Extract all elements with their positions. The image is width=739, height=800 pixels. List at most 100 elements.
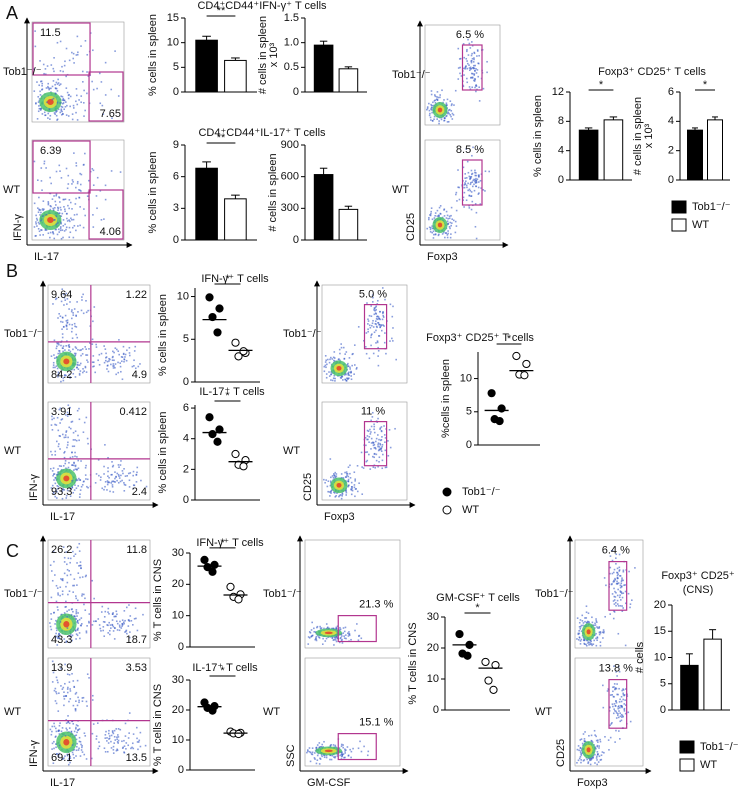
cell-dot <box>474 171 476 174</box>
cell-dot <box>71 420 74 423</box>
cell-dot <box>353 471 356 474</box>
cell-dot <box>468 204 470 207</box>
y-tick-label: 10 <box>460 372 472 384</box>
cell-dot <box>347 480 349 483</box>
cell-dot <box>463 74 465 76</box>
cell-dot <box>365 460 368 463</box>
cell-dot <box>80 95 83 97</box>
cell-dot <box>60 222 62 225</box>
cell-dot <box>123 358 126 360</box>
cell-dot <box>68 93 70 96</box>
cell-dot <box>621 705 623 708</box>
cell-dot <box>49 114 52 117</box>
cell-dot <box>382 453 384 456</box>
y-tick-label: 10 <box>172 734 184 746</box>
cell-dot <box>128 619 130 622</box>
cell-dot <box>47 112 50 115</box>
cell-dot <box>65 345 67 347</box>
cell-dot <box>443 209 445 211</box>
cell-dot <box>128 479 131 482</box>
cell-dot <box>579 619 582 621</box>
cell-dot <box>95 343 97 346</box>
cell-dot <box>339 754 341 757</box>
cell-dot <box>68 373 71 376</box>
cell-dot <box>436 215 439 217</box>
cell-dot <box>577 638 580 641</box>
cell-dot <box>373 425 376 428</box>
chart-title: GM-CSF⁺ T cells <box>436 592 520 604</box>
cell-dot <box>66 319 69 322</box>
cell-dot <box>370 336 372 339</box>
cell-dot <box>583 759 586 761</box>
cell-dot <box>73 578 76 580</box>
y-tick-label: 900 <box>281 139 299 151</box>
cell-dot <box>475 174 478 177</box>
cell-dot <box>621 605 623 607</box>
cell-dot <box>67 720 70 723</box>
data-point <box>489 685 498 694</box>
cell-dot <box>309 632 312 634</box>
cell-dot <box>137 741 140 743</box>
cell-dot <box>66 415 69 417</box>
cell-dot <box>79 576 81 579</box>
cell-dot <box>92 226 95 228</box>
cell-dot <box>118 339 120 341</box>
cell-dot <box>68 323 71 326</box>
cell-dot <box>323 627 325 630</box>
cell-dot <box>117 734 119 736</box>
cell-dot <box>132 624 134 626</box>
cell-dot <box>455 193 457 196</box>
cell-dot <box>372 326 375 328</box>
cell-dot <box>595 757 598 759</box>
cell-dot <box>62 326 65 328</box>
cell-dot <box>375 453 378 456</box>
cell-dot <box>336 755 339 757</box>
cell-dot <box>117 742 119 744</box>
cell-dot <box>381 467 384 470</box>
cell-dot <box>78 550 81 552</box>
cell-dot <box>86 53 89 56</box>
cell-dot <box>106 489 108 491</box>
cell-dot <box>53 70 55 73</box>
cell-dot <box>584 620 586 623</box>
cell-dot <box>109 624 112 626</box>
bar <box>578 129 599 181</box>
cell-dot <box>52 491 55 493</box>
cell-dot <box>321 755 323 758</box>
cell-dot <box>81 353 84 355</box>
cell-dot <box>77 51 79 54</box>
cell-dot <box>85 371 88 373</box>
cell-dot <box>59 594 61 597</box>
cell-dot <box>78 477 80 480</box>
cell-dot <box>583 738 586 740</box>
cell-dot <box>473 183 475 186</box>
cell-dot <box>84 366 87 369</box>
cell-dot <box>112 630 115 632</box>
cell-dot <box>61 758 63 761</box>
cell-dot <box>138 739 141 742</box>
cell-dot <box>618 570 621 572</box>
cell-dot <box>468 175 471 178</box>
cell-dot <box>333 474 336 477</box>
cell-dot <box>55 497 58 499</box>
bar <box>313 174 334 241</box>
cell-dot <box>580 630 583 632</box>
cell-dot <box>339 494 342 496</box>
cell-dot <box>377 355 379 357</box>
cell-dot <box>136 737 138 740</box>
cell-dot <box>107 607 110 610</box>
group-label: Tob1⁻/⁻ <box>263 588 302 600</box>
cell-dot <box>323 754 325 757</box>
cell-dot <box>330 758 333 761</box>
cell-dot <box>430 93 433 96</box>
cell-dot <box>601 631 604 634</box>
cell-dot <box>339 626 341 629</box>
cell-dot <box>66 568 69 571</box>
cell-dot <box>598 626 601 628</box>
cell-dot <box>383 425 385 427</box>
y-axis-label: CD25 <box>405 213 417 241</box>
legend-swatch <box>679 740 695 754</box>
cell-dot <box>464 177 466 180</box>
cell-dot <box>474 225 477 228</box>
group-label: WT <box>535 706 552 718</box>
